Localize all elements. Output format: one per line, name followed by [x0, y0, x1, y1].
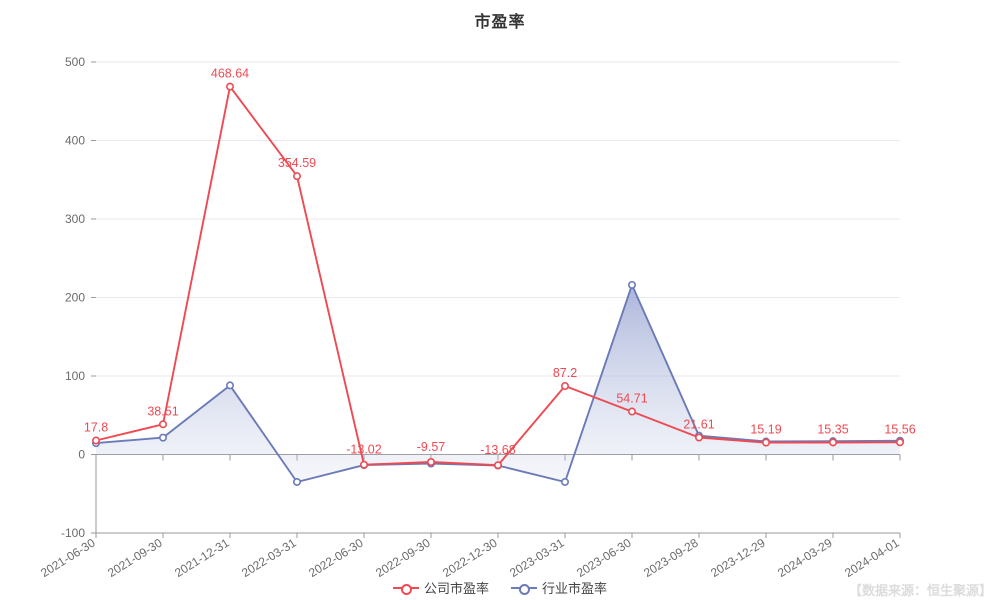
- x-tick-label: 2022-06-30: [306, 536, 366, 581]
- data-label: 54.71: [616, 392, 647, 406]
- data-point-marker[interactable]: [159, 433, 168, 442]
- data-point-marker[interactable]: [493, 461, 502, 470]
- x-tick-label: 2023-06-30: [574, 536, 634, 581]
- data-point-marker[interactable]: [292, 172, 301, 181]
- data-label: 38.51: [147, 404, 178, 418]
- series-markers: [92, 82, 904, 486]
- y-tick-label: -100: [61, 526, 85, 540]
- y-tick-label: 100: [65, 369, 85, 383]
- x-tick-label: 2021-12-31: [172, 536, 232, 581]
- legend-marker-company-icon: [392, 582, 419, 595]
- data-label: 87.2: [553, 366, 577, 380]
- chart-title: 市盈率: [474, 14, 526, 31]
- data-point-marker[interactable]: [426, 458, 435, 467]
- data-point-marker[interactable]: [292, 477, 301, 486]
- x-tick-label: 2022-12-30: [440, 536, 500, 581]
- y-axis-labels: 500 400 300 200 100 0 -100: [61, 55, 85, 540]
- data-point-marker[interactable]: [226, 82, 235, 91]
- x-tick-label: 2023-12-29: [708, 536, 768, 581]
- legend-item-company[interactable]: 公司市盈率: [392, 578, 489, 597]
- y-tick-label: 300: [65, 212, 85, 226]
- data-label: 468.64: [211, 67, 249, 81]
- legend-marker-industry-icon: [511, 582, 537, 595]
- y-tick-label: 0: [78, 448, 85, 462]
- y-tick-label: 500: [65, 55, 85, 69]
- legend-label-company: 公司市盈率: [423, 581, 489, 596]
- data-point-marker[interactable]: [159, 420, 168, 429]
- data-source-watermark: 【数据来源：恒生聚源】: [848, 583, 992, 598]
- data-point-marker[interactable]: [828, 438, 837, 447]
- x-tick-label: 2023-03-31: [507, 536, 567, 581]
- legend-label-industry: 行业市盈率: [542, 581, 608, 596]
- data-point-marker[interactable]: [627, 407, 636, 416]
- y-tick-label: 200: [65, 291, 85, 305]
- chart-legend: 公司市盈率 行业市盈率: [0, 578, 1000, 597]
- series-data-labels: 17.8 38.51 468.64 354.59 -13.02 -9.57 -13.68 87…: [84, 67, 916, 458]
- data-label: -13.02: [346, 443, 381, 457]
- data-label: 21.61: [683, 418, 714, 432]
- x-tick-label: 2021-09-30: [105, 536, 165, 581]
- x-tick-label: 2024-03-29: [775, 536, 835, 581]
- data-point-marker[interactable]: [560, 382, 569, 391]
- data-label: -9.57: [417, 440, 446, 454]
- data-label: 15.19: [750, 423, 781, 437]
- y-tick-label: 400: [65, 134, 85, 148]
- data-label: 15.56: [884, 422, 915, 436]
- data-label: 15.35: [817, 422, 848, 436]
- data-point-marker[interactable]: [694, 433, 703, 442]
- data-label: 17.8: [84, 421, 108, 435]
- data-label: -13.68: [480, 443, 515, 457]
- data-label: 354.59: [278, 156, 316, 170]
- x-tick-label: 2022-03-31: [239, 536, 299, 581]
- data-point-marker[interactable]: [560, 477, 569, 486]
- x-tick-label: 2023-09-28: [641, 536, 701, 581]
- data-point-marker[interactable]: [627, 280, 636, 289]
- x-tick-label: 2024-04-01: [842, 536, 902, 581]
- data-point-marker[interactable]: [359, 460, 368, 469]
- data-point-marker[interactable]: [895, 438, 904, 447]
- data-point-marker[interactable]: [761, 438, 770, 447]
- x-tick-label: 2021-06-30: [38, 536, 98, 581]
- x-axis-labels: 2021-06-30 2021-09-30 2021-12-31 2022-03-31…: [38, 536, 902, 581]
- data-point-marker[interactable]: [226, 381, 235, 390]
- x-tick-label: 2022-09-30: [373, 536, 433, 581]
- legend-item-industry[interactable]: 行业市盈率: [511, 578, 607, 597]
- data-point-marker[interactable]: [92, 436, 101, 445]
